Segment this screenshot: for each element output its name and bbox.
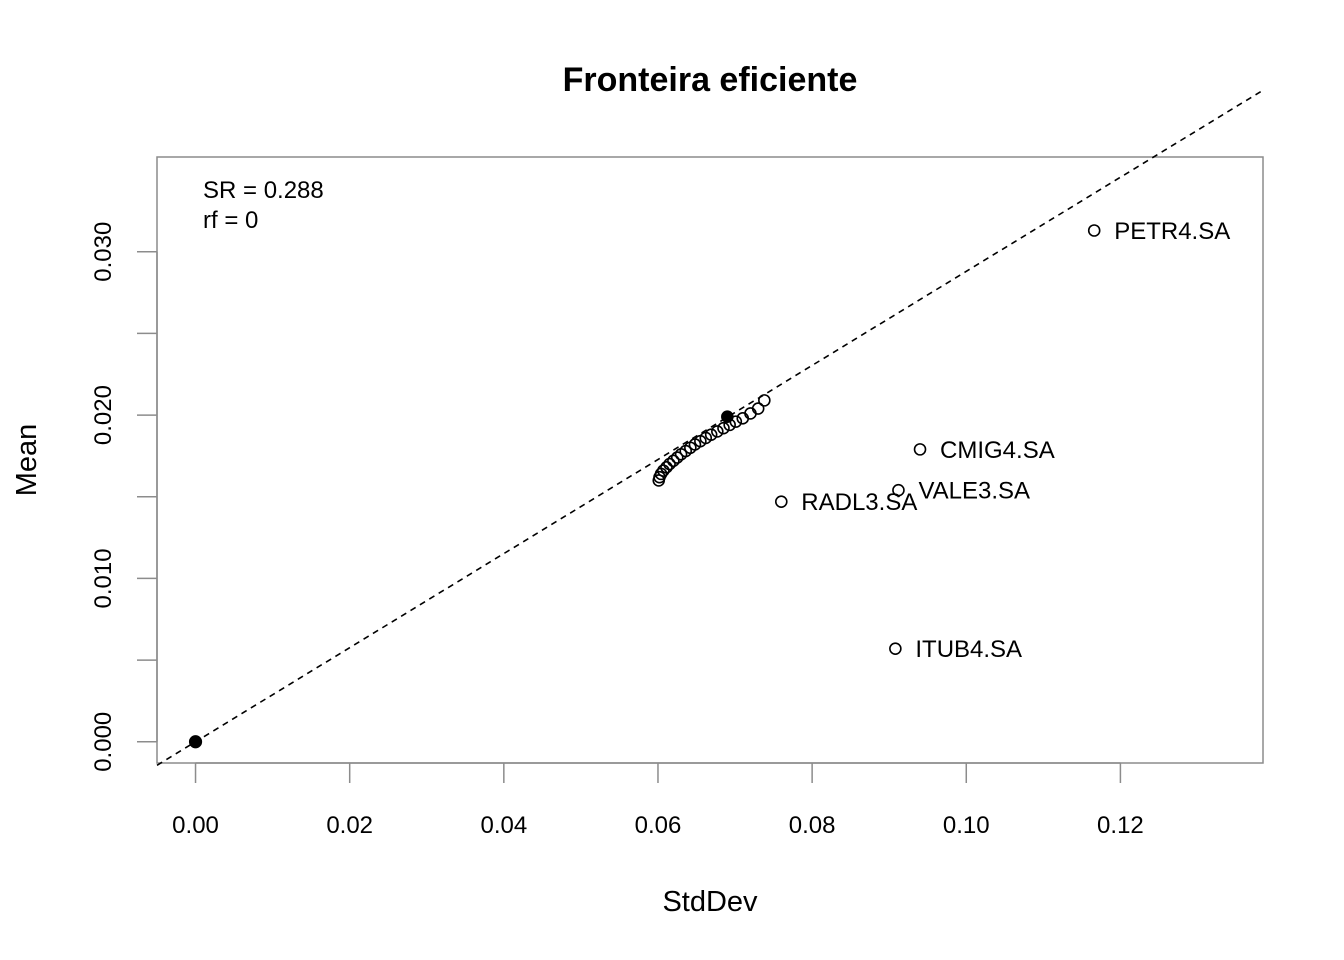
chart-title: Fronteira eficiente (563, 61, 858, 99)
asset-point-cmig4-sa (913, 443, 927, 456)
asset-point-vale3-sa (892, 483, 905, 497)
frontier-point (717, 421, 730, 435)
y-tick-label: 0.020 (90, 385, 117, 445)
frontier-point (670, 451, 684, 464)
y-tick-label: 0.010 (90, 548, 117, 608)
x-tick-label: 0.12 (1097, 812, 1144, 839)
asset-point-petr4-sa (1087, 224, 1101, 237)
x-tick-label: 0.06 (635, 812, 682, 839)
asset-label-petr4-sa: PETR4.SA (1114, 218, 1230, 245)
y-axis: 0.000 0.010 0.020 0.030 (90, 222, 158, 772)
asset-point-radl3-sa (774, 495, 788, 508)
tangent-line (156, 89, 1264, 766)
asset-label-cmig4-sa: CMIG4.SA (940, 437, 1055, 464)
risk-free-annotation: rf = 0 (203, 207, 258, 234)
frontier-point (758, 394, 771, 407)
frontier-point (711, 425, 724, 438)
x-tick-label: 0.00 (172, 812, 219, 839)
frontier-point (663, 457, 676, 471)
x-tick-label: 0.08 (789, 812, 836, 839)
asset-label-itub4-sa: ITUB4.SA (915, 636, 1022, 663)
y-tick-label: 0.000 (90, 712, 117, 772)
x-tick-label: 0.10 (943, 812, 990, 839)
y-axis-title: Mean (11, 424, 43, 497)
frontier-point (704, 428, 718, 441)
x-tick-label: 0.04 (480, 812, 527, 839)
asset-point-itub4-sa (889, 642, 902, 655)
tangency-portfolio-point (721, 410, 734, 424)
plot-frame (156, 156, 1264, 764)
asset-label-vale3-sa: VALE3.SA (918, 478, 1030, 505)
x-axis: 0.00 0.02 0.04 0.06 0.08 0.10 0.12 (172, 762, 1144, 839)
frontier-point (751, 402, 765, 415)
frontier-point (660, 461, 673, 474)
frontier-point (667, 454, 680, 468)
sharpe-ratio-annotation: SR = 0.288 (203, 177, 324, 204)
y-tick-label: 0.030 (90, 222, 117, 282)
x-tick-label: 0.02 (326, 812, 373, 839)
asset-label-radl3-sa: RADL3.SA (801, 489, 917, 516)
x-axis-title: StdDev (662, 886, 758, 918)
risk-free-point (188, 735, 203, 749)
frontier-point (657, 464, 670, 477)
